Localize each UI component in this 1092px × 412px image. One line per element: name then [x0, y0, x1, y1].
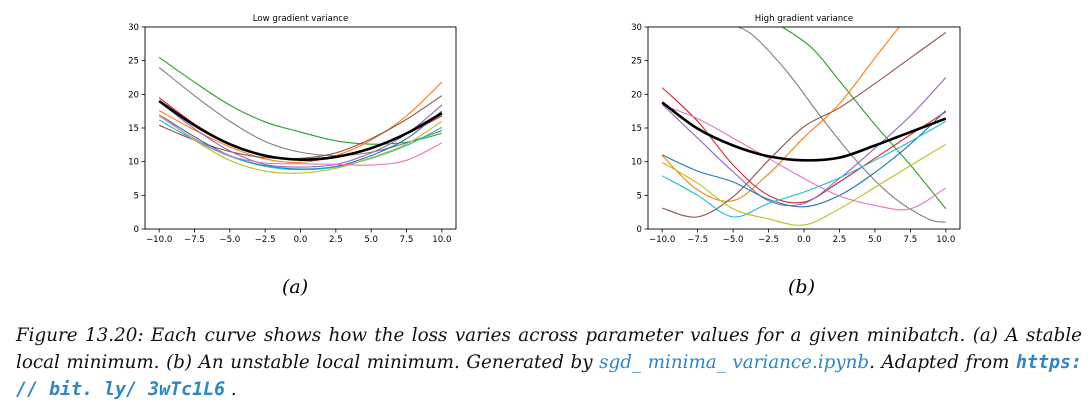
- x-tick-label: 10.0: [936, 235, 955, 245]
- series-line-mean: [158, 99, 443, 161]
- x-tick-label: 7.5: [904, 235, 918, 245]
- series-line-9: [158, 114, 443, 174]
- x-tick-label: 10.0: [432, 235, 451, 245]
- subfigure-label-a: (a): [282, 276, 309, 298]
- figure-caption: Figure 13.20: Each curve shows how the l…: [16, 322, 1082, 403]
- panel-high-variance: High gradient variance −10.0 −7.5 −5.0 −2.5 0…: [631, 14, 961, 245]
- x-tick-label: −7.5: [687, 235, 708, 245]
- series-line-mean: [661, 101, 947, 162]
- y-tick-label: 20: [128, 90, 139, 100]
- caption-text-3: .: [225, 379, 237, 400]
- panel-low-variance: Low gradient variance −10.0 −7.5 −5.0 −2.5 0.…: [128, 14, 457, 245]
- x-tick-label: −10.0: [649, 235, 675, 245]
- x-tick-label: −2.5: [758, 235, 779, 245]
- caption-figure-number: Figure 13.20:: [16, 325, 144, 346]
- x-tick-label: −5.0: [723, 235, 744, 245]
- y-tick-label: 5: [637, 191, 642, 201]
- series-line-2: [158, 66, 443, 157]
- y-tick-label: 30: [631, 23, 642, 33]
- y-tick-label: 20: [631, 90, 642, 100]
- x-tick-label: −5.0: [219, 235, 240, 245]
- series-line-9: [661, 143, 947, 226]
- y-tick-label: 30: [128, 23, 139, 33]
- caption-text: Each curve shows how the loss varies acr…: [16, 325, 1082, 373]
- series-line-1: [158, 56, 442, 145]
- y-tick-label: 0: [134, 225, 139, 235]
- x-tick-label: −7.5: [184, 235, 205, 245]
- chart-title: Low gradient variance: [253, 14, 349, 24]
- series-line-10: [158, 115, 443, 166]
- series-line-2: [781, 27, 947, 210]
- x-tick-label: 0.0: [797, 235, 811, 245]
- y-tick-label: 25: [631, 57, 642, 67]
- series-line-3: [158, 81, 443, 164]
- series-line-7: [158, 110, 443, 170]
- y-tick-label: 5: [134, 191, 139, 201]
- x-tick-label: 7.5: [400, 235, 414, 245]
- series-line-3: [661, 27, 900, 202]
- y-tick-label: 15: [631, 124, 642, 134]
- series-line-6: [158, 101, 443, 168]
- series-line-1: [736, 27, 946, 223]
- series-line-6: [661, 77, 947, 207]
- x-tick-label: 2.5: [329, 235, 343, 245]
- series-line-5: [158, 95, 443, 160]
- x-tick-label: −2.5: [255, 235, 276, 245]
- series-line-8: [158, 119, 443, 171]
- notebook-link[interactable]: sgd_ minima_ variance.ipynb: [599, 352, 870, 373]
- x-tick-label: 5.0: [868, 235, 882, 245]
- caption-text-2: . Adapted from: [869, 352, 1016, 373]
- y-tick-label: 10: [128, 158, 139, 168]
- series-line-7: [661, 110, 947, 208]
- subfigure-label-b: (b): [788, 276, 815, 298]
- x-tick-label: −10.0: [146, 235, 172, 245]
- x-tick-label: 0.0: [294, 235, 308, 245]
- x-tick-label: 2.5: [833, 235, 847, 245]
- y-tick-label: 15: [128, 124, 139, 134]
- y-tick-label: 25: [128, 57, 139, 67]
- series-line-8: [661, 120, 947, 218]
- x-tick-label: 5.0: [364, 235, 378, 245]
- y-tick-label: 10: [631, 158, 642, 168]
- series-line-10: [661, 104, 947, 211]
- series-line-4: [662, 31, 947, 218]
- source-url-link[interactable]: https: // bit. ly/ 3wTc1L6: [16, 352, 1082, 400]
- chart-title: High gradient variance: [755, 14, 853, 24]
- y-tick-label: 0: [637, 225, 642, 235]
